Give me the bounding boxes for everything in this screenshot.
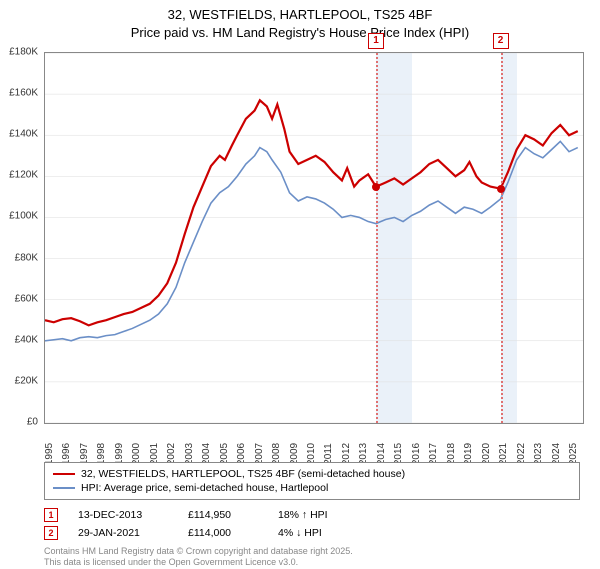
sale-row-num: 2 xyxy=(44,526,58,540)
y-axis-labels: £0£20K£40K£60K£80K£100K£120K£140K£160K£1… xyxy=(0,52,42,422)
footer-line2: This data is licensed under the Open Gov… xyxy=(44,557,580,568)
sale-dot xyxy=(497,185,505,193)
chart-container: 32, WESTFIELDS, HARTLEPOOL, TS25 4BF Pri… xyxy=(0,0,600,560)
y-tick-label: £160K xyxy=(9,88,38,99)
legend-box: 32, WESTFIELDS, HARTLEPOOL, TS25 4BF (se… xyxy=(44,462,580,500)
legend-row-hpi: HPI: Average price, semi-detached house,… xyxy=(53,481,571,495)
sale-marker: 1 xyxy=(368,33,384,49)
sale-dot xyxy=(372,183,380,191)
sale-row-num: 1 xyxy=(44,508,58,522)
y-tick-label: £100K xyxy=(9,211,38,222)
y-tick-label: £80K xyxy=(15,252,38,263)
sale-row-price: £114,950 xyxy=(188,509,258,521)
y-tick-label: £120K xyxy=(9,170,38,181)
legend-row-property: 32, WESTFIELDS, HARTLEPOOL, TS25 4BF (se… xyxy=(53,467,571,481)
sales-table: 1 13-DEC-2013 £114,950 18% ↑ HPI 2 29-JAN-202… xyxy=(44,506,580,542)
swatch-property xyxy=(53,473,75,476)
sale-row: 2 29-JAN-2021 £114,000 4% ↓ HPI xyxy=(44,524,580,542)
y-tick-label: £20K xyxy=(15,375,38,386)
sale-marker: 2 xyxy=(493,33,509,49)
title-block: 32, WESTFIELDS, HARTLEPOOL, TS25 4BF Pri… xyxy=(0,0,600,41)
y-tick-label: £40K xyxy=(15,334,38,345)
series-hpi xyxy=(45,141,578,340)
sale-row-diff: 18% ↑ HPI xyxy=(278,509,368,521)
legend-and-footer: 32, WESTFIELDS, HARTLEPOOL, TS25 4BF (se… xyxy=(44,462,580,569)
series-property xyxy=(45,100,578,325)
y-tick-label: £140K xyxy=(9,129,38,140)
footer-text: Contains HM Land Registry data © Crown c… xyxy=(44,546,580,569)
sale-row-diff: 4% ↓ HPI xyxy=(278,527,368,539)
title-address: 32, WESTFIELDS, HARTLEPOOL, TS25 4BF xyxy=(0,6,600,24)
legend-label-hpi: HPI: Average price, semi-detached house,… xyxy=(81,482,328,494)
sale-vline xyxy=(376,53,378,423)
sale-row: 1 13-DEC-2013 £114,950 18% ↑ HPI xyxy=(44,506,580,524)
swatch-hpi xyxy=(53,487,75,489)
plot-area: 12 xyxy=(44,52,584,424)
sale-row-price: £114,000 xyxy=(188,527,258,539)
x-axis-labels: 1995199619971998199920002001200220032004… xyxy=(44,424,582,458)
title-subtitle: Price paid vs. HM Land Registry's House … xyxy=(0,24,600,42)
y-tick-label: £60K xyxy=(15,293,38,304)
legend-label-property: 32, WESTFIELDS, HARTLEPOOL, TS25 4BF (se… xyxy=(81,468,405,480)
sale-row-date: 13-DEC-2013 xyxy=(78,509,168,521)
y-tick-label: £180K xyxy=(9,47,38,58)
sale-row-date: 29-JAN-2021 xyxy=(78,527,168,539)
y-tick-label: £0 xyxy=(27,417,38,428)
sale-vline xyxy=(501,53,503,423)
footer-line1: Contains HM Land Registry data © Crown c… xyxy=(44,546,580,557)
